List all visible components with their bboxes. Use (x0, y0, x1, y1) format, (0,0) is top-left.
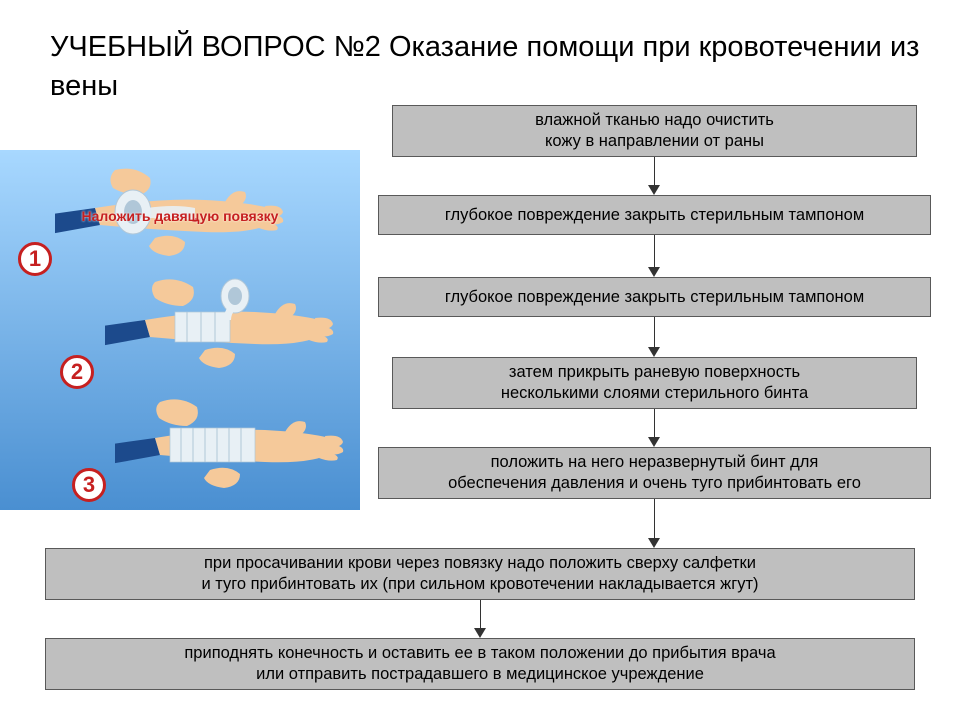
hand-step-3 (115, 390, 345, 490)
flow-box-b1: влажной тканью надо очиститькожу в напра… (392, 105, 917, 157)
flow-arrow-5 (470, 600, 490, 638)
flow-arrow-4 (644, 499, 664, 548)
step-number-2: 2 (60, 355, 94, 389)
flow-box-b5: положить на него неразвернутый бинт дляо… (378, 447, 931, 499)
flow-box-b2: глубокое повреждение закрыть стерильным … (378, 195, 931, 235)
flow-arrow-3 (644, 409, 664, 447)
flow-arrow-0 (644, 157, 664, 195)
step-number-1: 1 (18, 242, 52, 276)
flow-arrow-2 (644, 317, 664, 357)
illustration-panel: Наложить давящую повязку (0, 150, 360, 510)
flow-box-b3: глубокое повреждение закрыть стерильным … (378, 277, 931, 317)
flow-arrow-1 (644, 235, 664, 277)
step-number-3: 3 (72, 468, 106, 502)
flow-box-b6: при просачивании крови через повязку над… (45, 548, 915, 600)
illustration-caption: Наложить давящую повязку (0, 208, 360, 225)
hand-step-2 (105, 272, 335, 372)
flow-box-b7: приподнять конечность и оставить ее в та… (45, 638, 915, 690)
hand-bandage-icon (105, 272, 335, 372)
flow-box-b4: затем прикрыть раневую поверхностьнескол… (392, 357, 917, 409)
hand-bandage-icon (115, 390, 345, 490)
page-title: УЧЕБНЫЙ ВОПРОС №2 Оказание помощи при кр… (50, 28, 920, 106)
